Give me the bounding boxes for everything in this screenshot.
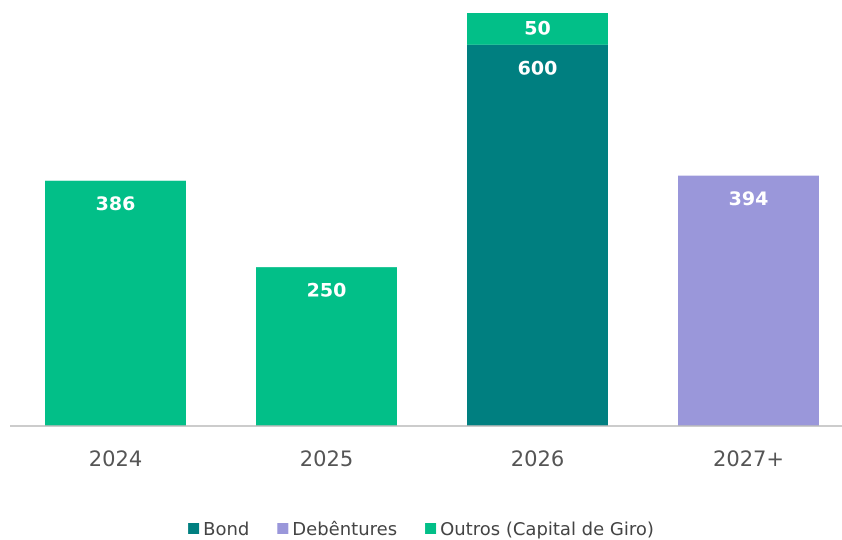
x-tick-label: 2024 — [89, 447, 142, 471]
legend-swatch — [425, 523, 437, 534]
x-tick-label: 2025 — [300, 447, 353, 471]
bar-segment — [467, 13, 608, 45]
bar-segment — [256, 267, 397, 426]
bar-segment — [467, 44, 608, 427]
bar-segment — [45, 180, 186, 426]
x-tick-label: 2027+ — [713, 447, 784, 471]
legend-label: Outros (Capital de Giro) — [440, 519, 654, 540]
data-label: 50 — [524, 17, 550, 39]
legend-label: Debêntures — [292, 519, 397, 540]
data-label: 394 — [729, 188, 769, 210]
legend-label: Bond — [203, 519, 249, 540]
data-label: 250 — [307, 280, 347, 302]
legend-swatch — [277, 523, 289, 534]
data-label: 600 — [518, 57, 558, 79]
data-label: 386 — [96, 193, 136, 215]
x-tick-label: 2026 — [511, 447, 564, 471]
legend: Bond Debêntures Outros (Capital de Giro) — [188, 519, 654, 540]
legend-swatch — [188, 523, 200, 534]
bar-segment — [678, 175, 819, 426]
